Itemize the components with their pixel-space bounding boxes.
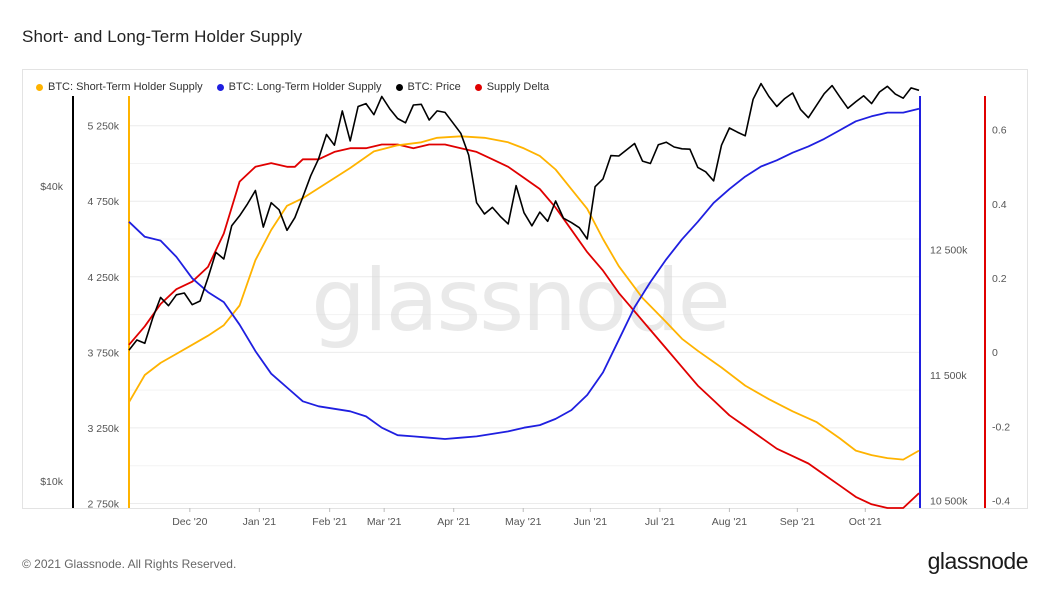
glassnode-logo: glassnode xyxy=(927,548,1029,574)
sth-tick-label: 3 250k xyxy=(87,423,119,435)
btc-price-line xyxy=(128,82,920,351)
lth-tick-label: 11 500k xyxy=(930,370,967,382)
copyright: © 2021 Glassnode. All Rights Reserved. xyxy=(22,557,237,571)
delta-tick-label: 0.6 xyxy=(992,125,1007,137)
lth-tick-label: 12 500k xyxy=(930,244,968,256)
x-tick-label: Apr '21 xyxy=(437,516,470,528)
delta-tick-label: 0.4 xyxy=(992,199,1007,211)
delta-tick-label: -0.4 xyxy=(992,496,1010,508)
delta-tick-label: 0 xyxy=(992,347,998,359)
x-tick-label: Jan '21 xyxy=(243,516,277,528)
x-tick-label: Feb '21 xyxy=(312,516,347,528)
legend-label-delta: Supply Delta xyxy=(486,81,550,93)
legend-label-lth: BTC: Long-Term Holder Supply xyxy=(228,81,382,93)
grid-lines xyxy=(129,125,919,504)
delta-tick-label: -0.2 xyxy=(992,421,1010,433)
tick-labels: 5 250k 4 750k 4 250k 3 750k 3 250k 2 750k $40k… xyxy=(40,121,1010,528)
x-tick-label: May '21 xyxy=(505,516,542,528)
x-tick-label: Sep '21 xyxy=(780,516,815,528)
legend-label-price: BTC: Price xyxy=(407,81,461,93)
sth-tick-label: 4 250k xyxy=(87,272,119,284)
watermark: glassnode xyxy=(311,251,728,351)
legend-label-sth: BTC: Short-Term Holder Supply xyxy=(48,81,203,93)
delta-tick-label: 0.2 xyxy=(992,273,1007,285)
btc-long-term-holder-supply-line xyxy=(128,107,920,440)
sth-tick-label: 4 750k xyxy=(87,196,119,208)
price-tick-label: $40k xyxy=(40,181,64,193)
legend-dot-icon xyxy=(36,83,43,91)
series-group xyxy=(128,82,920,509)
btc-short-term-holder-supply-line xyxy=(128,135,920,461)
price-tick-label: $10k xyxy=(40,476,64,488)
lth-tick-label: 10 500k xyxy=(930,495,968,507)
legend-dot-icon xyxy=(216,83,224,91)
x-tick-label: Jul '21 xyxy=(645,516,675,528)
sth-tick-label: 2 750k xyxy=(87,498,119,510)
x-tick-label: Dec '20 xyxy=(172,516,207,528)
legend-item-sth[interactable]: BTC: Short-Term Holder Supply xyxy=(36,80,203,94)
sth-tick-label: 5 250k xyxy=(87,121,119,133)
axes xyxy=(72,96,986,512)
legend-item-lth[interactable]: BTC: Long-Term Holder Supply xyxy=(216,80,382,94)
x-tick-label: Oct '21 xyxy=(849,516,882,528)
legend-dot-icon xyxy=(474,83,482,91)
legend-dot-icon xyxy=(395,83,403,91)
x-tick-label: Aug '21 xyxy=(712,516,747,528)
chart-title: Short- and Long-Term Holder Supply xyxy=(22,27,303,46)
supply-delta-line xyxy=(128,143,920,509)
x-tick-label: Mar '21 xyxy=(367,516,402,528)
sth-tick-label: 3 750k xyxy=(87,347,119,359)
legend: BTC: Short-Term Holder Supply BTC: Long-… xyxy=(36,80,549,94)
x-tick-label: Jun '21 xyxy=(574,516,608,528)
chart-frame xyxy=(22,69,1028,509)
legend-item-price[interactable]: BTC: Price xyxy=(395,80,461,94)
legend-item-delta[interactable]: Supply Delta xyxy=(474,80,550,94)
